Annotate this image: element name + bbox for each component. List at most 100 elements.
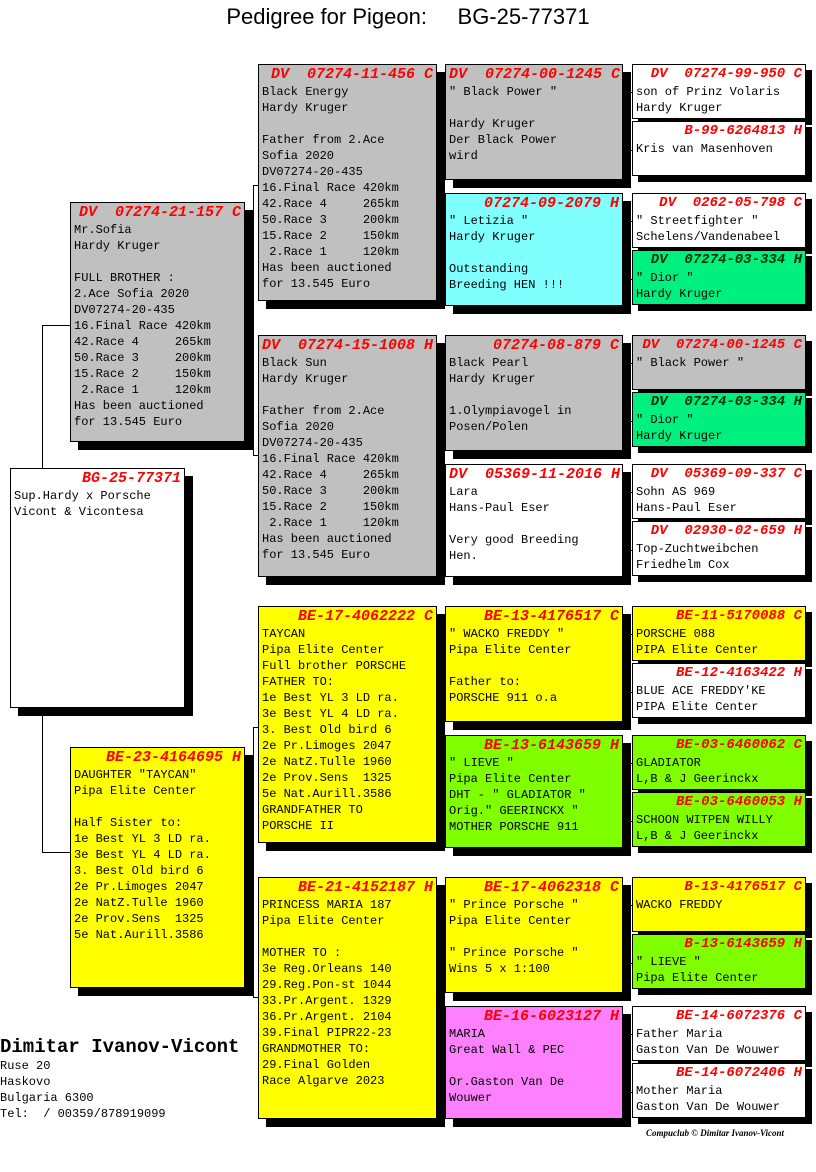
grandparent-box[interactable]: BE-17-4062222 C TAYCAN Pipa Elite Center Fu… bbox=[258, 606, 437, 843]
grandparent-box[interactable]: BE-21-4152187 H PRINCESS MARIA 187 Pipa El… bbox=[258, 877, 437, 1119]
gen4-ancestor-box[interactable]: DV 07274-00-1245 C " Black Power " bbox=[632, 335, 806, 390]
gen4-ancestor-box[interactable]: DV 07274-03-334 H " Dior " Hardy Kruger bbox=[632, 392, 806, 447]
pigeon-info-line: 42.Race 4 265km bbox=[262, 468, 399, 482]
gen4-ancestor-box[interactable]: DV 07274-99-950 C son of Prinz Volaris Har… bbox=[632, 64, 806, 119]
pigeon-info-line: 15.Race 2 150km bbox=[262, 229, 399, 243]
pigeon-info-line: Has been auctioned bbox=[262, 532, 392, 546]
pigeon-info-line: Hardy Kruger bbox=[262, 372, 349, 386]
pigeon-info-line: PORSCHE 911 o.a bbox=[449, 691, 558, 705]
pigeon-info-line: Gaston Van De Wouwer bbox=[636, 1100, 781, 1114]
connector-line bbox=[627, 492, 628, 550]
connector-line bbox=[627, 905, 632, 906]
connector-line bbox=[627, 821, 632, 822]
great-grandparent-box[interactable]: 07274-09-2079 H " Letizia " Hardy Kruger Ou… bbox=[445, 193, 623, 306]
connector-line bbox=[623, 524, 627, 525]
connector-line bbox=[437, 184, 443, 185]
gen4-ancestor-box[interactable]: B-99-6264813 H Kris van Masenhoven bbox=[632, 121, 806, 176]
great-grandparent-box[interactable]: 07274-08-879 C Black Pearl Hardy Kruger 1.O… bbox=[445, 335, 623, 451]
pigeon-info-line: Hen. bbox=[449, 549, 478, 563]
owner-address-line: Haskovo bbox=[0, 1075, 51, 1089]
gen4-ancestor-box[interactable]: BE-12-4163422 H BLUE ACE FREDDY'KE PIPA El… bbox=[632, 663, 806, 718]
pigeon-info-line: Hans-Paul Eser bbox=[449, 501, 550, 515]
pigeon-info-line: Hardy Kruger bbox=[74, 239, 161, 253]
pigeon-info-line: Half Sister to: bbox=[74, 816, 183, 830]
great-grandparent-box[interactable]: BE-17-4062318 C " Prince Porsche " Pipa El… bbox=[445, 877, 623, 993]
pigeon-info-line: Outstanding bbox=[449, 262, 529, 276]
ring-number: BE-13-6143659 H bbox=[483, 737, 619, 754]
ring-number: DV 07274-00-1245 C bbox=[642, 337, 802, 353]
pigeon-info-line: 3e Reg.Orleans 140 bbox=[262, 962, 392, 976]
pigeon-info-line: 15.Race 2 150km bbox=[262, 500, 399, 514]
great-grandparent-box[interactable]: BE-13-4176517 C " WACKO FREDDY " Pipa Elit… bbox=[445, 606, 623, 722]
ring-number: DV 07274-03-334 H bbox=[650, 394, 802, 410]
great-grandparent-box[interactable]: BE-16-6023127 H MARIA Great Wall & PEC Or.G… bbox=[445, 1006, 623, 1119]
pigeon-info-line: 2e NatZ.Tulle 1960 bbox=[262, 755, 392, 769]
gen4-ancestor-box[interactable]: BE-14-6072406 H Mother Maria Gaston Van De… bbox=[632, 1063, 806, 1118]
gen4-ancestor-box[interactable]: B-13-6143659 H " LIEVE " Pipa Elite Center bbox=[632, 934, 806, 989]
pigeon-info-line: 1e Best YL 3 LD ra. bbox=[262, 691, 399, 705]
gen4-ancestor-box[interactable]: DV 02930-02-659 H Top-Zuchtweibchen Friedh… bbox=[632, 521, 806, 576]
pigeon-info-line: 50.Race 3 200km bbox=[262, 484, 399, 498]
pigeon-info-line: 1e Best YL 3 LD ra. bbox=[74, 832, 211, 846]
pigeon-info-line: Sofia 2020 bbox=[262, 149, 335, 163]
gen4-ancestor-box[interactable]: BE-03-6460053 H SCHOON WITPEN WILLY L,B & … bbox=[632, 792, 806, 847]
pigeon-info-line bbox=[262, 116, 433, 132]
ring-number: B-13-6143659 H bbox=[684, 936, 802, 952]
connector-line bbox=[437, 997, 443, 998]
great-grandparent-box[interactable]: BE-13-6143659 H " LIEVE " Pipa Elite Cente… bbox=[445, 735, 623, 848]
pigeon-info-line: 5e Nat.Aurill.3586 bbox=[74, 928, 204, 942]
ring-number: B-99-6264813 H bbox=[684, 123, 802, 139]
gen4-ancestor-box[interactable]: B-13-4176517 C WACKO FREDDY bbox=[632, 877, 806, 932]
connector-line bbox=[443, 393, 445, 394]
connector-line bbox=[627, 634, 632, 635]
ring-number: BE-13-4176517 C bbox=[483, 608, 619, 625]
gen4-ancestor-box[interactable]: DV 0262-05-798 C " Streetfighter " Schelen… bbox=[632, 193, 806, 248]
pigeon-info-line: Hardy Kruger bbox=[636, 429, 723, 443]
sire-box[interactable]: DV 07274-21-157 C Mr.Sofia Hardy Kruger FUL… bbox=[70, 202, 245, 442]
connector-line bbox=[627, 634, 628, 692]
connector-line bbox=[623, 937, 627, 938]
pigeon-info-line: Father from 2.Ace bbox=[262, 404, 385, 418]
pigeon-info-line: GLADIATOR bbox=[636, 756, 701, 770]
pigeon-info-line: SCHOON WITPEN WILLY bbox=[636, 813, 773, 827]
great-grandparent-box[interactable]: DV 07274-00-1245 C " Black Power " Hardy K… bbox=[445, 64, 623, 180]
dam-box[interactable]: BE-23-4164695 H DAUGHTER "TAYCAN" Pipa Eli… bbox=[70, 747, 245, 988]
ring-number: BE-21-4152187 H bbox=[297, 879, 433, 896]
grandparent-box[interactable]: DV 07274-11-456 C Black Energy Hardy Kruge… bbox=[258, 64, 437, 301]
connector-line bbox=[42, 852, 70, 853]
gen4-ancestor-box[interactable]: DV 05369-09-337 C Sohn AS 969 Hans-Paul Es… bbox=[632, 464, 806, 519]
ring-number: BE-16-6023127 H bbox=[483, 1008, 619, 1025]
ring-number: DV 07274-21-157 C bbox=[78, 204, 241, 221]
pigeon-info-line: Gaston Van De Wouwer bbox=[636, 1043, 781, 1057]
pigeon-info-line bbox=[449, 658, 619, 674]
pigeon-info-line: 29.Final Golden bbox=[262, 1058, 371, 1072]
ring-number: DV 0262-05-798 C bbox=[659, 195, 802, 211]
pigeon-info-line: " Prince Porsche " bbox=[449, 898, 579, 912]
pigeon-info-line: Very good Breeding bbox=[449, 533, 579, 547]
connector-line bbox=[253, 185, 254, 455]
pigeon-info-line: PORSCHE II bbox=[262, 819, 335, 833]
gen4-ancestor-box[interactable]: BE-14-6072376 C Father Maria Gaston Van De… bbox=[632, 1006, 806, 1061]
gen4-ancestor-box[interactable]: DV 07274-03-334 H " Dior " Hardy Kruger bbox=[632, 250, 806, 305]
connector-line bbox=[627, 421, 632, 422]
grandparent-box[interactable]: DV 07274-15-1008 H Black Sun Hardy Kruger F… bbox=[258, 335, 437, 577]
connector-line bbox=[627, 221, 628, 279]
pigeon-info-line: DV07274-20-435 bbox=[74, 303, 175, 317]
pigeon-info-line: GRANDMOTHER TO: bbox=[262, 1042, 371, 1056]
owner-address-line: Bulgaria 6300 bbox=[0, 1091, 94, 1105]
gen4-ancestor-box[interactable]: BE-03-6460062 C GLADIATOR L,B & J Geerinck… bbox=[632, 735, 806, 790]
pigeon-info-line: Great Wall & PEC bbox=[449, 1043, 565, 1057]
great-grandparent-box[interactable]: DV 05369-11-2016 H Lara Hans-Paul Eser Very… bbox=[445, 464, 623, 577]
pigeon-info-line: PIPA Elite Center bbox=[636, 700, 759, 714]
pigeon-info-line: L,B & J Geerinckx bbox=[636, 772, 759, 786]
pigeon-info-line: Lara bbox=[449, 485, 478, 499]
pigeon-info-line: " Streetfighter " bbox=[636, 214, 759, 228]
pigeon-info-line bbox=[262, 387, 433, 403]
connector-line bbox=[443, 935, 444, 1121]
connector-line bbox=[253, 997, 258, 998]
gen4-ancestor-box[interactable]: BE-11-5170088 C PORSCHE 088 PIPA Elite Cen… bbox=[632, 606, 806, 661]
pigeon-info-line: Der Black Power bbox=[449, 133, 558, 147]
pigeon-info-line: FULL BROTHER : bbox=[74, 271, 175, 285]
subject-pigeon-box[interactable]: BG-25-77371 Sup.Hardy x Porsche Vicont & V… bbox=[10, 468, 185, 708]
ring-number: BG-25-77371 bbox=[81, 470, 181, 487]
